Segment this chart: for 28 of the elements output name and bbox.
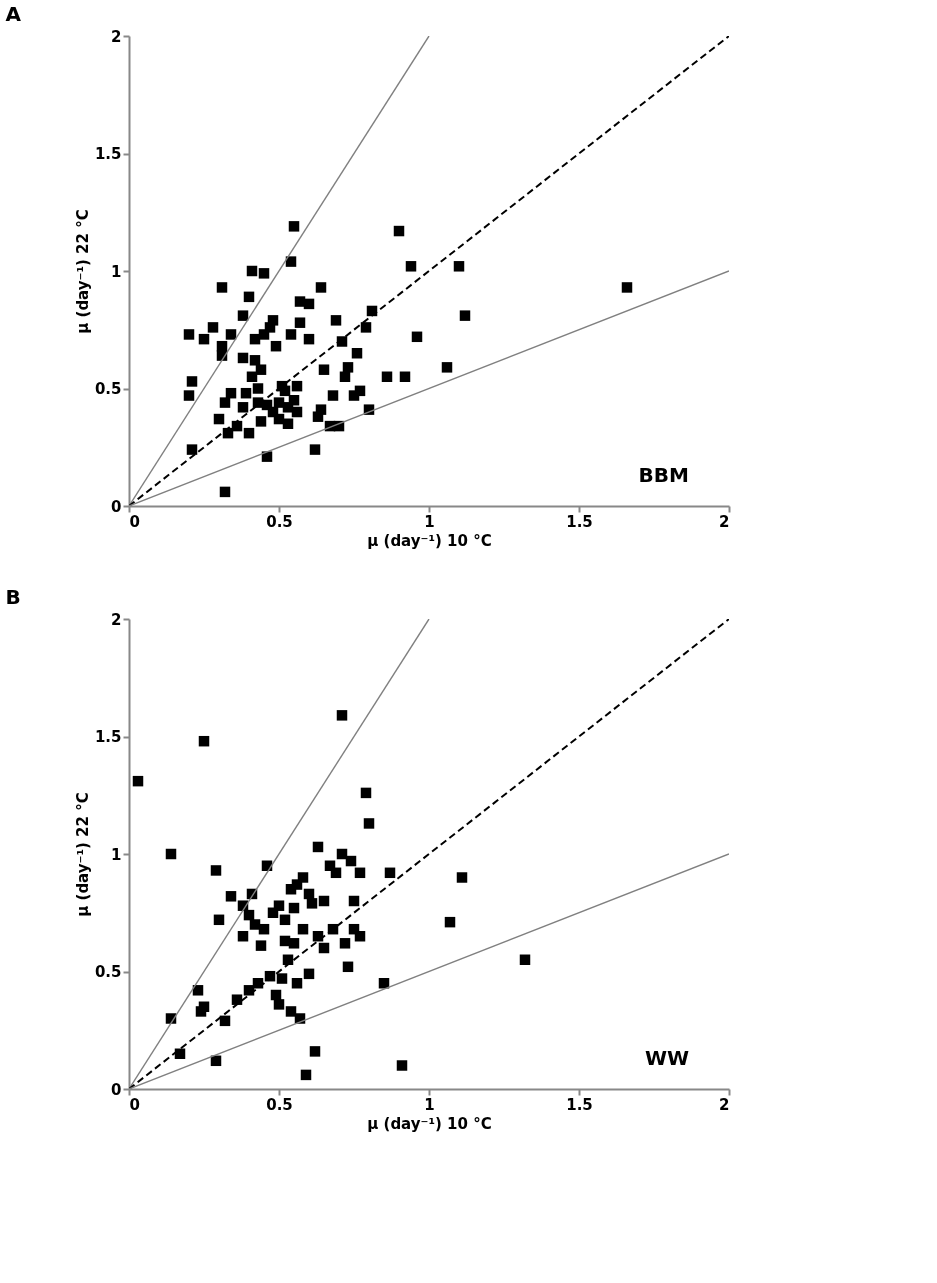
y-tick-label: 2 [111,610,122,629]
x-tick-label: 0 [129,512,140,531]
x-tick-label: 1.5 [566,512,593,531]
y-tick-label: 0 [111,497,122,516]
y-tick-label: 0 [111,1080,122,1099]
x-axis-title: μ (day⁻¹) 10 °C [367,531,492,550]
y-tick-label: 1.5 [94,145,122,163]
y-tick-label: 1 [111,845,122,864]
x-tick-label: 0.5 [266,1095,293,1114]
y-axis-title: μ (day⁻¹) 22 °C [73,209,92,334]
x-tick-label: 1 [424,512,435,531]
x-tick-label: 0 [129,1095,140,1114]
annotation: WW [644,1046,689,1070]
y-tick-label: 0.5 [94,963,122,981]
annotation: BBM [638,463,689,487]
x-axis-title: μ (day⁻¹) 10 °C [367,1114,492,1133]
x-tick-label: 2 [719,1095,730,1114]
y-axis-title: μ (day⁻¹) 22 °C [73,792,92,917]
y-tick-label: 2 [111,27,122,46]
x-tick-label: 0.5 [266,512,293,531]
x-tick-label: 1 [424,1095,435,1114]
x-tick-label: 2 [719,512,730,531]
y-tick-label: 1 [111,262,122,281]
y-tick-label: 1.5 [94,728,122,746]
y-tick-label: 0.5 [94,380,122,398]
chart-title: B [5,585,21,609]
x-tick-label: 1.5 [566,1095,593,1114]
chart-title: A [5,2,22,26]
